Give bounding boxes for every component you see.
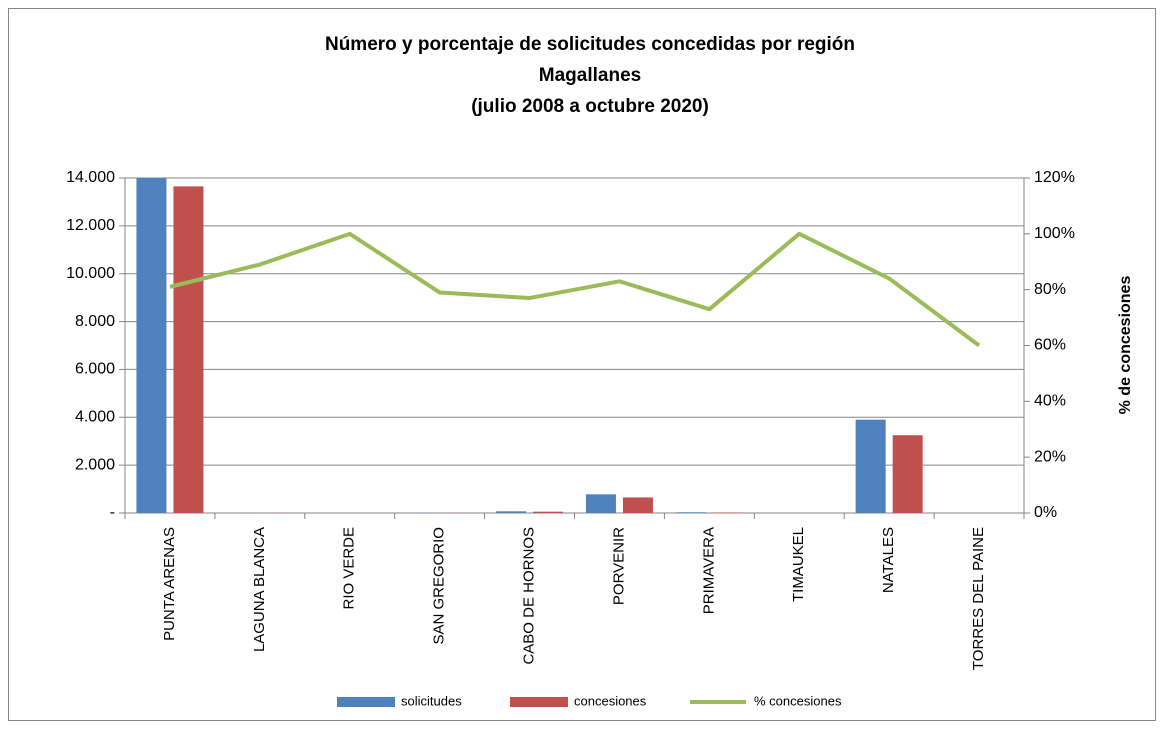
legend-swatch <box>337 697 395 707</box>
legend-swatch <box>510 697 568 707</box>
bar <box>533 511 564 513</box>
y-tick-label: 8.000 <box>75 313 115 330</box>
y2-axis-label: % de concesiones <box>1117 276 1134 415</box>
y2-tick-label: 0% <box>1034 504 1057 521</box>
x-tick-label: PUNTA ARENAS <box>161 527 178 641</box>
y2-tick-label: 40% <box>1034 393 1066 410</box>
y2-tick-label: 120% <box>1034 169 1075 186</box>
bar <box>173 186 204 513</box>
chart-title: (julio 2008 a octubre 2020) <box>471 96 709 117</box>
x-tick-label: RIO VERDE <box>341 527 358 610</box>
bar <box>675 512 706 513</box>
x-tick-label: CABO DE HORNOS <box>521 527 538 665</box>
x-tick-label: LAGUNA BLANCA <box>251 527 268 652</box>
y-tick-label: 6.000 <box>75 361 115 378</box>
y2-tick-label: 60% <box>1034 337 1066 354</box>
bar <box>622 497 653 513</box>
chart-title: Magallanes <box>539 65 641 86</box>
y-tick-label: 14.000 <box>66 169 115 186</box>
bar <box>585 494 616 513</box>
y-tick-label: 10.000 <box>66 265 115 282</box>
bar <box>496 511 527 513</box>
legend-label: % concesiones <box>754 693 842 708</box>
bar <box>855 419 886 513</box>
y-tick-label: 4.000 <box>75 409 115 426</box>
legend-label: concesiones <box>574 693 647 708</box>
x-tick-label: SAN GREGORIO <box>431 527 448 645</box>
x-tick-label: TIMAUKEL <box>790 527 807 602</box>
y2-tick-label: 80% <box>1034 281 1066 298</box>
chart-title: Número y porcentaje de solicitudes conce… <box>325 34 855 55</box>
x-tick-label: PRIMAVERA <box>700 527 717 614</box>
line <box>169 231 981 348</box>
bar <box>712 512 743 513</box>
y2-tick-label: 20% <box>1034 448 1066 465</box>
bar <box>892 435 923 513</box>
y-tick-label: 2.000 <box>75 456 115 473</box>
x-tick-label: NATALES <box>880 527 897 593</box>
legend-label: solicitudes <box>401 693 462 708</box>
y-tick-label: 12.000 <box>66 217 115 234</box>
x-tick-label: TORRES DEL PAINE <box>970 527 987 670</box>
y-tick-label: - <box>110 504 115 521</box>
y2-tick-label: 100% <box>1034 225 1075 242</box>
x-tick-label: PORVENIR <box>610 527 627 605</box>
bar <box>136 178 167 513</box>
